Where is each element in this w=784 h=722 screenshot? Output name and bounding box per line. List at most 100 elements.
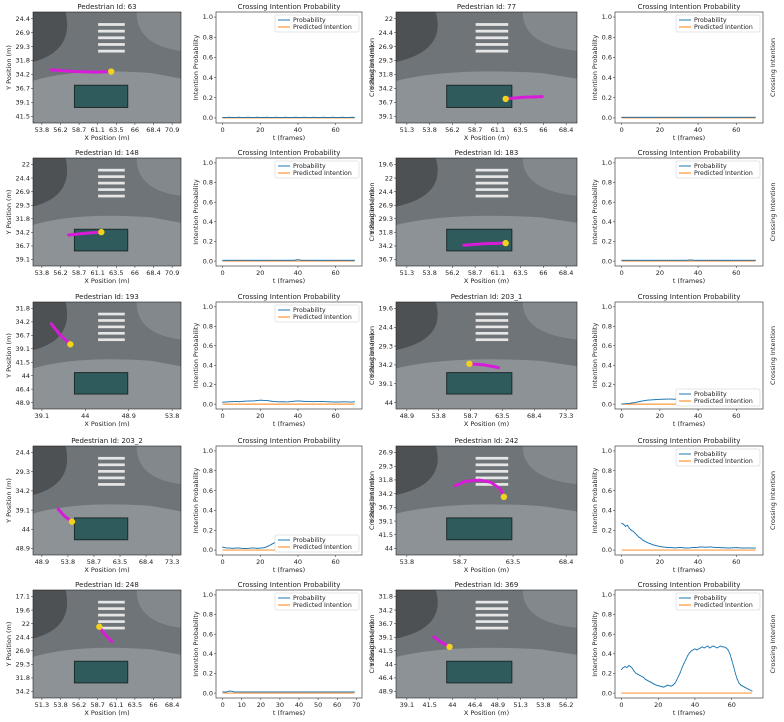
probability-point — [679, 671, 681, 674]
fountain-pool — [73, 84, 129, 108]
probability-point — [240, 400, 242, 403]
probability-point — [623, 523, 625, 525]
probability-point — [661, 398, 663, 400]
y-axis-label: Intention Probability — [591, 611, 599, 677]
probability-point — [301, 400, 303, 402]
trajectory-path — [462, 241, 508, 247]
probability-point — [722, 547, 724, 549]
probability-point — [289, 116, 291, 119]
probability-point — [252, 116, 254, 119]
probability-point — [346, 259, 348, 261]
probability-point — [657, 685, 659, 687]
probability-point — [716, 647, 718, 649]
x-tick-label: 60 — [331, 558, 339, 566]
probability-point — [697, 546, 699, 548]
legend-box — [274, 14, 360, 33]
probability-point — [259, 259, 261, 261]
probability-point — [695, 259, 697, 261]
x-tick-label: 60 — [331, 269, 339, 277]
probability-point — [729, 116, 732, 118]
crosswalk-stripe — [475, 23, 509, 26]
y-tick-label: 24.4 — [379, 323, 393, 331]
probability-point — [628, 116, 630, 118]
probability-point — [707, 259, 709, 261]
probability-point — [644, 116, 646, 118]
legend-label-probability: Probability — [694, 391, 727, 398]
probability-point — [238, 116, 241, 118]
probability-point — [238, 401, 241, 403]
probability-point — [280, 401, 282, 403]
y-tick-label: 26.9 — [379, 43, 393, 51]
y-axis-label: Intention Probability — [192, 611, 200, 677]
probability-point — [284, 259, 286, 261]
x-tick-label: 20 — [656, 126, 664, 134]
probability-point — [318, 400, 320, 402]
legend-label-probability: Probability — [694, 595, 727, 602]
x-tick-label: 0 — [620, 412, 624, 420]
probability-point — [278, 401, 280, 403]
x-tick-label: 40 — [294, 126, 302, 134]
probability-point — [286, 259, 288, 261]
probability-point — [630, 529, 632, 531]
y-tick-label: 0.0 — [602, 546, 612, 554]
probability-point — [676, 259, 678, 261]
probability-point — [242, 116, 244, 119]
map-frame — [395, 11, 578, 124]
probability-point — [621, 259, 623, 261]
probability-point — [262, 691, 264, 693]
probability-point — [670, 116, 672, 118]
map-image — [33, 12, 181, 123]
y-tick-label: 34.2 — [16, 688, 30, 696]
probability-point — [649, 399, 651, 401]
probability-point — [733, 259, 735, 261]
probability-point — [689, 547, 691, 549]
x-tick-label: 68.4 — [146, 126, 160, 134]
probability-point — [693, 546, 695, 548]
y-tick-label: 0.8 — [602, 179, 612, 187]
probability-point — [263, 399, 265, 401]
probability-point — [718, 116, 720, 118]
probability-point — [327, 691, 329, 693]
sidewalk — [522, 446, 577, 485]
y-tick-label: 41.5 — [16, 358, 30, 366]
x-tick-label: 63.5 — [128, 701, 142, 709]
probability-point — [278, 116, 280, 119]
plot-title: Crossing Intention Probability — [238, 581, 341, 589]
crosswalk-stripe — [475, 607, 509, 610]
probability-point — [227, 690, 229, 692]
y-tick-label: 22 — [385, 174, 393, 182]
map-image — [396, 158, 577, 266]
probability-point — [329, 401, 331, 403]
probability-point — [311, 691, 313, 693]
y-tick-label: 29.3 — [379, 215, 393, 223]
y-axis-label: Y Position (m) — [368, 333, 376, 379]
probability-point — [267, 116, 269, 118]
probability-point — [624, 525, 627, 527]
probability-point — [687, 655, 689, 657]
probability-point — [634, 401, 636, 404]
probability-point — [314, 116, 316, 118]
probability-point — [621, 403, 623, 405]
map-title: Pedestrian Id: 183 — [455, 149, 519, 157]
x-tick-label: 58.7 — [468, 269, 482, 277]
probability-point — [737, 116, 739, 118]
probability-point — [647, 542, 649, 544]
probability-point — [246, 547, 248, 549]
legend-box — [274, 534, 360, 553]
crosswalk-stripe — [475, 331, 509, 335]
x-tick-label: 68.4 — [146, 269, 160, 277]
plot-title: Crossing Intention Probability — [238, 3, 341, 11]
probability-point — [257, 399, 259, 401]
probability-point — [267, 400, 269, 402]
y-tick-label: 48.9 — [379, 688, 393, 696]
y-tick-label: 0.8 — [203, 33, 213, 41]
probability-point — [312, 401, 314, 403]
probability-point — [747, 547, 749, 549]
probability-point — [743, 547, 745, 549]
y-tick-label: 44 — [22, 372, 30, 380]
probability-point — [640, 537, 642, 539]
y-tick-label: 26.9 — [16, 188, 30, 196]
probability-point — [674, 398, 676, 400]
legend-box — [274, 160, 360, 179]
probability-point — [640, 400, 642, 402]
